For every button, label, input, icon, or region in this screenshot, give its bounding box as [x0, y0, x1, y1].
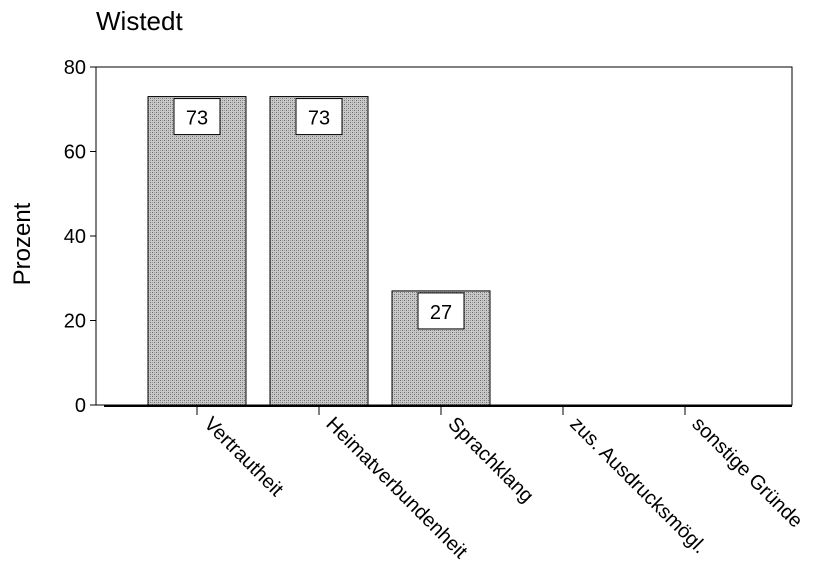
- y-tick-label: 40: [64, 226, 86, 248]
- x-tick-label: zus. Ausdrucksmögl.: [565, 413, 710, 558]
- bars: 73 73 27: [147, 96, 491, 406]
- data-label: 73: [308, 108, 330, 130]
- x-tick-label: sonstige Gründe: [687, 413, 806, 532]
- data-label: 73: [186, 108, 208, 130]
- data-label-box: [173, 98, 221, 136]
- y-axis-ticks: 0 20 40 60 80: [64, 57, 96, 417]
- x-tick-label: Heimatverbundenheit: [321, 413, 471, 563]
- x-tick-label: Sprachklang: [443, 413, 537, 507]
- y-tick-label: 0: [75, 395, 86, 417]
- data-label-box: [417, 292, 465, 330]
- x-axis-ticks: Vertrautheit HeimatverbundenheitSprachkla…: [196, 406, 807, 563]
- data-label-box: [295, 98, 343, 136]
- x-tick-label: Vertrautheit: [199, 413, 287, 501]
- chart-title: Wistedt: [96, 6, 183, 36]
- data-label: 27: [430, 302, 452, 324]
- y-tick-label: 60: [64, 142, 86, 164]
- y-axis-label: Prozent: [9, 202, 36, 285]
- y-tick-label: 80: [64, 57, 86, 79]
- bar: [269, 96, 369, 406]
- bar: [147, 96, 247, 406]
- y-tick-label: 20: [64, 311, 86, 333]
